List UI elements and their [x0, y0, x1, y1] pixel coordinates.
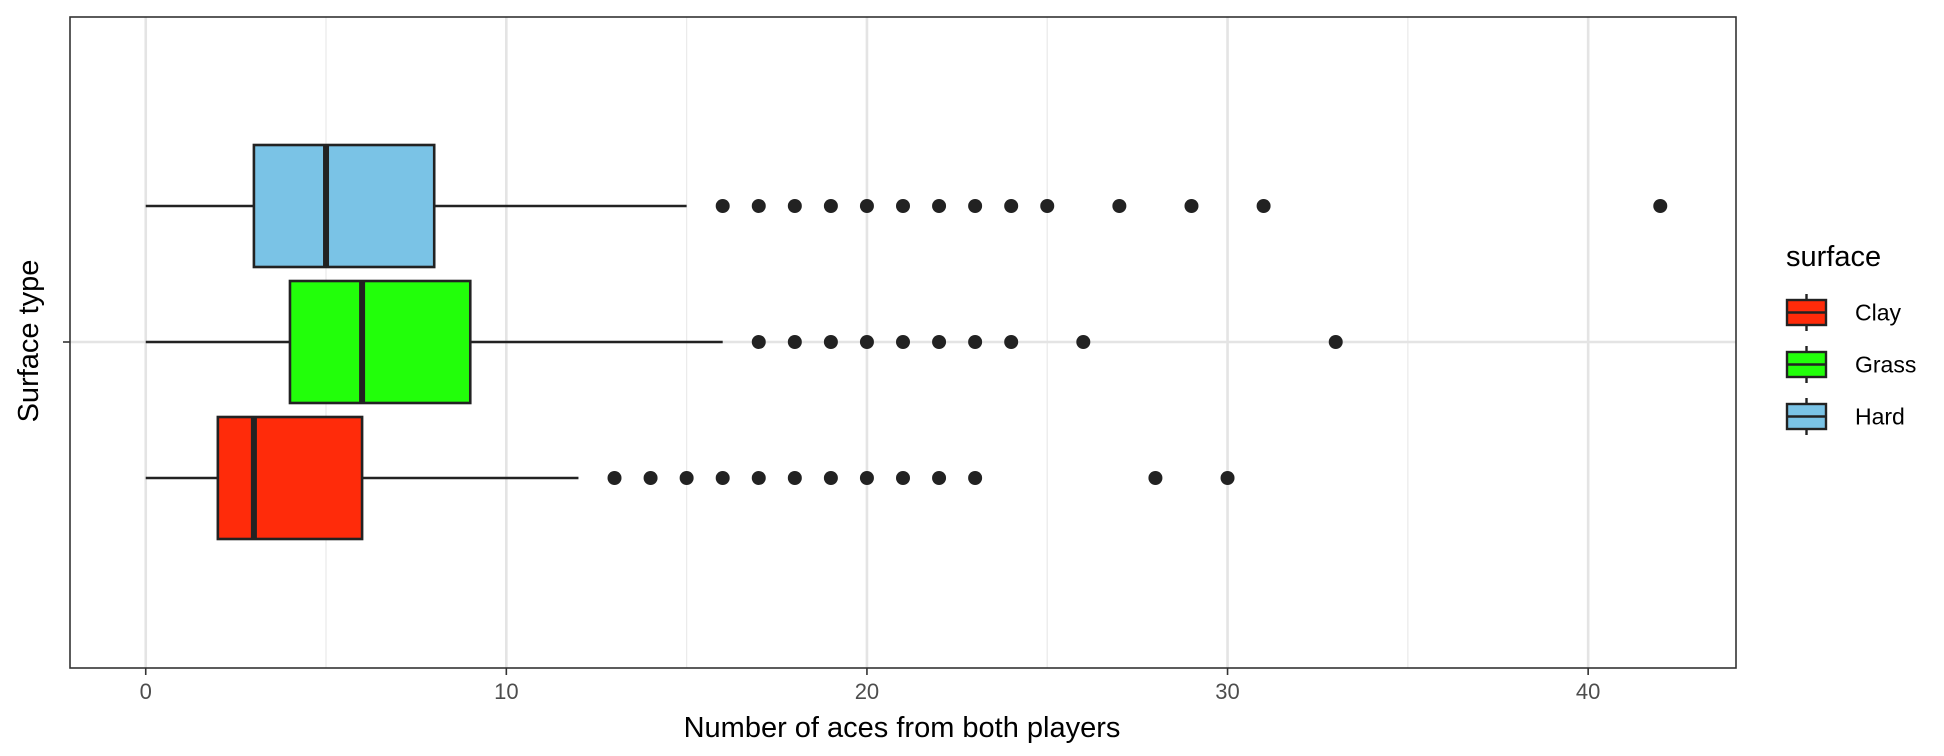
outlier-points-group: [607, 199, 1668, 485]
x-tick-label: 40: [1576, 679, 1600, 704]
box-grass: [145, 279, 723, 405]
outlier-point-hard: [787, 199, 802, 213]
x-tick-label: 10: [494, 679, 518, 704]
outlier-point-hard: [1256, 199, 1271, 213]
outlier-point-hard: [1112, 199, 1127, 213]
x-tick-label: 20: [855, 679, 879, 704]
outlier-point-hard: [932, 199, 947, 213]
x-tick-label: 30: [1215, 679, 1239, 704]
legend: surface Clay Grass Hard: [1785, 241, 1916, 437]
legend-label-hard: Hard: [1855, 404, 1905, 430]
x-axis-title: Number of aces from both players: [684, 712, 1121, 744]
outlier-point-clay: [896, 471, 910, 485]
outlier-point-grass: [751, 335, 766, 349]
outlier-point-clay: [968, 471, 983, 485]
outlier-point-clay: [1220, 471, 1235, 485]
outlier-point-grass: [932, 335, 947, 349]
outlier-point-hard: [859, 199, 874, 213]
outlier-point-clay: [787, 471, 802, 485]
legend-key-grass: [1785, 344, 1828, 385]
legend-label-grass: Grass: [1855, 352, 1916, 378]
outlier-point-hard: [1004, 199, 1019, 213]
outlier-point-grass: [1076, 335, 1091, 349]
outlier-point-hard: [968, 199, 983, 213]
outlier-point-grass: [859, 335, 874, 349]
outlier-point-grass: [896, 335, 910, 349]
axes-group: 0 10 20 30 40: [63, 341, 1600, 704]
box-iqr-hard: [252, 143, 436, 269]
legend-title: surface: [1786, 241, 1881, 273]
outlier-point-hard: [751, 199, 766, 213]
outlier-point-hard: [1184, 199, 1199, 213]
outlier-point-clay: [823, 471, 838, 485]
outlier-point-grass: [1004, 335, 1019, 349]
box-clay: [145, 415, 579, 541]
y-axis-title: Surface type: [13, 260, 45, 423]
outlier-point-clay: [607, 471, 622, 485]
outlier-point-grass: [787, 335, 802, 349]
outlier-point-clay: [1148, 471, 1163, 485]
box-iqr-grass: [288, 279, 472, 405]
outlier-point-clay: [859, 471, 874, 485]
outlier-point-grass: [968, 335, 983, 349]
box-iqr-clay: [216, 415, 364, 541]
outlier-point-clay: [751, 471, 766, 485]
outlier-point-hard: [1040, 199, 1055, 213]
outlier-point-clay: [932, 471, 947, 485]
legend-label-clay: Clay: [1855, 300, 1902, 326]
outlier-point-hard: [823, 199, 838, 213]
legend-key-hard: [1785, 396, 1828, 437]
outlier-point-hard: [896, 199, 910, 213]
outlier-point-hard: [715, 199, 730, 213]
x-tick-label: 0: [140, 679, 152, 704]
legend-key-clay: [1785, 292, 1828, 333]
outlier-point-grass: [1328, 335, 1343, 349]
outlier-point-clay: [715, 471, 730, 485]
outlier-point-grass: [823, 335, 838, 349]
box-hard: [145, 143, 687, 269]
box-series-group: [145, 143, 723, 541]
outlier-point-hard: [1653, 199, 1668, 213]
outlier-point-clay: [643, 471, 658, 485]
outlier-point-clay: [679, 471, 694, 485]
